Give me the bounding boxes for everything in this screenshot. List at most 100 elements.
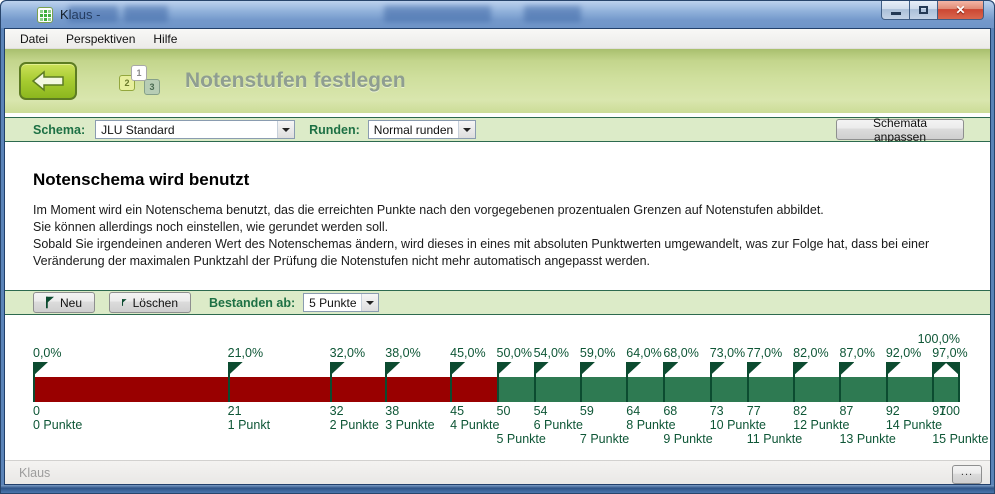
status-text: Klaus [19,465,51,480]
scale-points-label: 10 Punkte [709,418,766,432]
chevron-down-icon [366,300,375,305]
scale-percent-label: 87,0% [839,346,875,360]
minimize-button[interactable] [881,1,910,20]
window-bottom-border [1,485,994,493]
scale-flag-handle[interactable] [839,362,855,376]
wizard-steps-icon: 2 1 3 [119,63,163,99]
scale-points-label: 6 Punkte [533,418,583,432]
scale-percent-label: 38,0% [385,346,421,360]
page-title: Notenstufen festlegen [185,69,406,92]
scale-number-label: 50 [496,404,511,418]
adjust-schemata-button[interactable]: Schemata anpassen [836,116,964,144]
wizard-step-3: 3 [144,79,160,95]
back-button[interactable] [19,62,77,100]
redacted-text [384,6,491,22]
scale-flag-handle[interactable] [793,362,809,376]
scale-number-label: 32 [329,404,344,418]
flag-icon [46,296,54,309]
scale-points-label: 0 Punkte [33,418,83,432]
wizard-step-1: 1 [131,65,147,81]
info-paragraph: Im Moment wird ein Notenschema benutzt, … [33,203,824,217]
maximize-button[interactable] [910,1,938,20]
scale-percent-label: 0,0% [33,346,62,360]
scale-points-label: 2 Punkte [329,418,379,432]
scale-flag-pole [885,362,888,402]
flag-icon [122,299,127,306]
redacted-text [524,6,581,22]
menu-item-hilfe[interactable]: Hilfe [153,31,178,46]
new-button[interactable]: Neu [33,292,95,313]
scale-points-label: 15 Punkte [932,432,989,446]
info-paragraph: Sie können allerdings noch einstellen, w… [33,220,389,234]
scale-flag-pole [450,362,453,402]
menu-item-datei[interactable]: Datei [20,31,49,46]
scale-percent-label: 77,0% [746,346,783,360]
scale-number-label: 59 [579,404,594,418]
passed-from-select[interactable]: 5 Punkte [303,293,380,312]
scale-flag-pole [746,362,749,402]
scale-number-label: 82 [793,404,808,418]
scale-points-label: 5 Punkte [496,432,546,446]
dropdown-button[interactable] [457,121,475,138]
scale-flag-pole [385,362,388,402]
scale-percent-label: 92,0% [885,346,922,360]
scale-flag-handle[interactable] [533,362,549,376]
scale-points-label: 9 Punkte [663,432,713,446]
scale-flag-pole [709,362,712,402]
scale-flag-handle[interactable] [329,362,345,376]
scale-flag-handle[interactable] [709,362,725,376]
round-label: Runden: [309,122,360,137]
chevron-down-icon [282,127,291,132]
scale-percent-label: 82,0% [793,346,829,360]
scale-flag-handle[interactable] [885,362,901,376]
scale-flag-handle[interactable] [385,362,401,376]
scale-number-label: 38 [385,404,400,418]
scale-flag-handle[interactable] [663,362,679,376]
scale-flag-handle[interactable] [33,362,48,376]
scale-flag-pole [663,362,666,402]
schema-select-value: JLU Standard [101,122,175,137]
menu-item-perspektiven[interactable]: Perspektiven [66,31,136,46]
scale-percent-label: 97,0% [932,346,968,360]
scale-flag-handle[interactable] [945,362,960,376]
scale-points-label: 4 Punkte [450,418,500,432]
scale-percent-label: 68,0% [663,346,699,360]
chevron-down-icon [462,127,471,132]
schema-label: Schema: [33,122,86,137]
scale-number-label: 77 [746,404,761,418]
more-button[interactable]: ... [952,465,982,484]
scale-percent-label: 32,0% [329,346,366,360]
scale-flag-handle[interactable] [450,362,466,376]
scale-percent-label: 100,0% [917,332,960,346]
grades-toolbar: Neu Löschen Bestanden ab: 5 Punkte [5,290,990,315]
close-button[interactable]: ✕ [938,1,984,20]
scale-percent-label: 21,0% [227,346,264,360]
title-bar[interactable]: Klaus - ✕ [1,1,994,28]
scale-percent-label: 64,0% [626,346,662,360]
schema-select[interactable]: JLU Standard [95,120,296,139]
round-select[interactable]: Normal runden [367,120,476,139]
dropdown-button[interactable] [277,121,295,138]
scale-percent-label: 50,0% [496,346,532,360]
scale-flag-pole [329,362,332,402]
scale-number-label: 97 [932,404,947,418]
scale-flag-pole [932,362,935,402]
scale-flag-handle[interactable] [227,362,243,376]
scale-number-label: 64 [626,404,641,418]
scale-points-label: 13 Punkte [839,432,896,446]
dropdown-button[interactable] [361,294,379,311]
scale-percent-label: 73,0% [709,346,746,360]
scale-flag-handle[interactable] [496,362,512,376]
delete-button[interactable]: Löschen [109,292,191,313]
wizard-header: 2 1 3 Notenstufen festlegen [5,49,990,113]
scale-flag-handle[interactable] [626,362,642,376]
scale-flag-handle[interactable] [932,362,948,376]
scale-flag-handle[interactable] [746,362,762,376]
scale-bar [33,377,960,402]
scale-flag-pole [958,362,960,402]
scale-flag-handle[interactable] [579,362,595,376]
passed-from-value: 5 Punkte [309,295,357,310]
scale-percent-label: 59,0% [579,346,616,360]
redacted-text [68,6,118,22]
